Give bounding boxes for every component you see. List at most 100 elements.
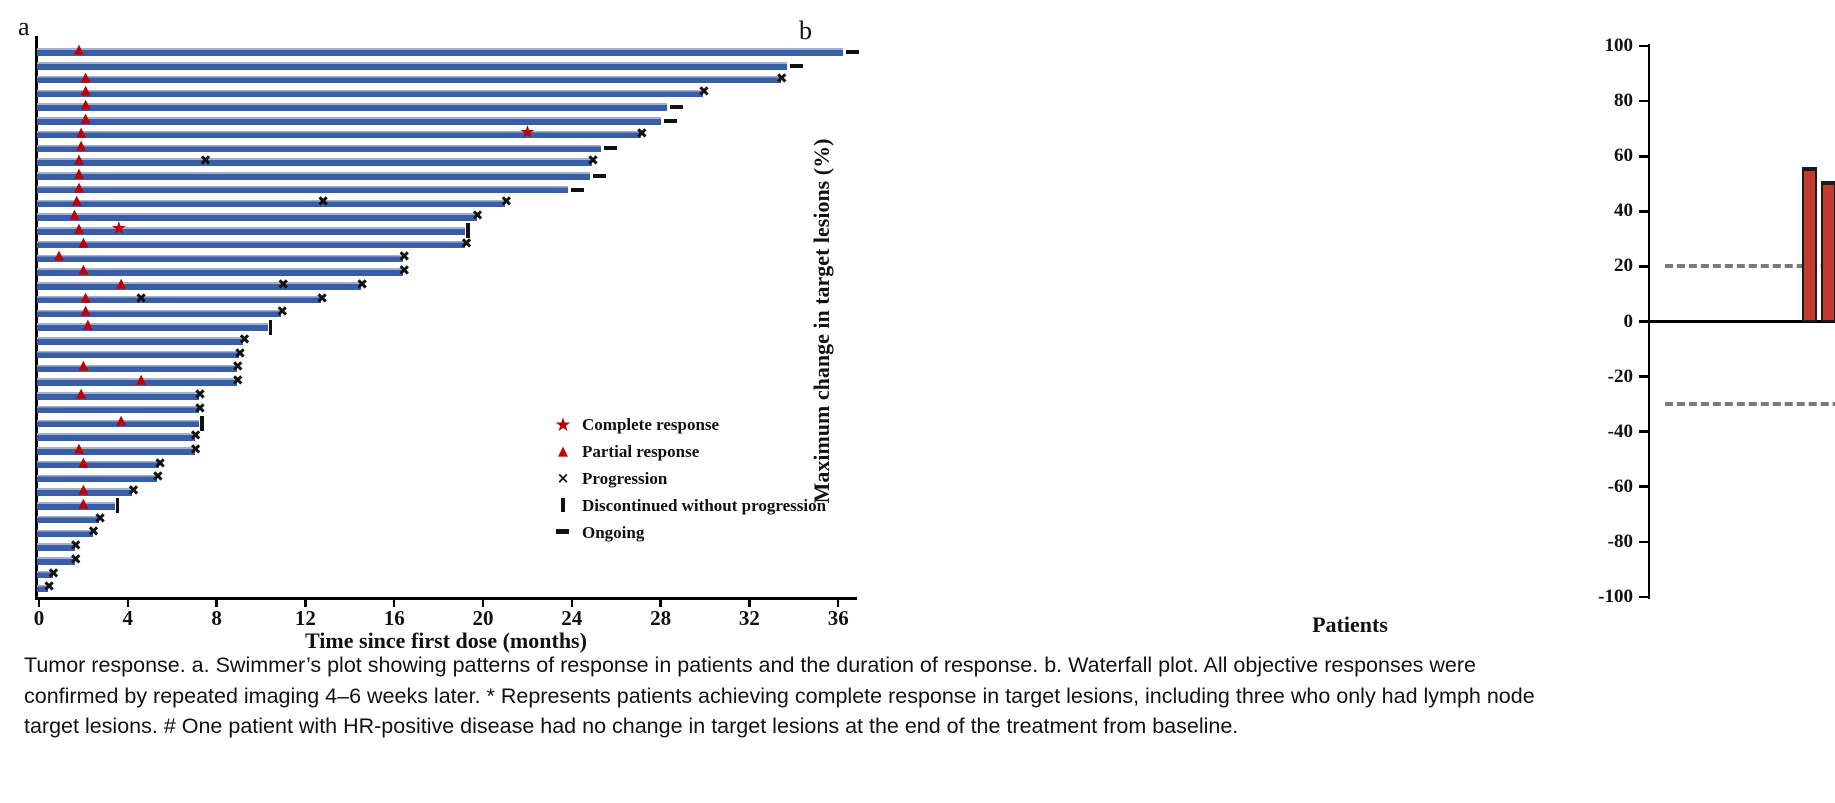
legend-triangle-icon: ▲ bbox=[558, 444, 568, 459]
partial-response-marker: ▲ bbox=[71, 193, 82, 209]
waterfall-y-tick-label: -100 bbox=[1598, 585, 1633, 607]
discontinued-marker bbox=[466, 223, 470, 239]
swimmer-x-tick-label: 24 bbox=[561, 606, 583, 630]
progression-marker: ✖ bbox=[189, 441, 202, 458]
swimmer-bar bbox=[37, 240, 466, 249]
partial-response-marker: ▲ bbox=[78, 454, 89, 470]
progression-marker: ✖ bbox=[194, 400, 206, 417]
panel-a-label: a bbox=[18, 12, 30, 41]
swimmer-bar bbox=[37, 378, 237, 386]
partial-response-marker: ▲ bbox=[116, 413, 127, 429]
ongoing-marker bbox=[570, 187, 584, 192]
progression-marker: ✖ bbox=[238, 331, 251, 348]
swimmer-bar bbox=[37, 185, 568, 194]
progression-marker: ✖ bbox=[356, 276, 368, 293]
waterfall-zero-line bbox=[1650, 320, 1835, 323]
progression-marker: ✖ bbox=[127, 483, 140, 499]
panel-b-label: b bbox=[799, 16, 812, 45]
swimmer-bar bbox=[37, 350, 240, 359]
progression-marker: ✖ bbox=[231, 359, 244, 376]
progression-marker: ✖ bbox=[698, 84, 710, 101]
swimmer-x-tick-label: 36 bbox=[827, 606, 849, 630]
waterfall-y-tick bbox=[1639, 595, 1648, 599]
progression-marker: ✖ bbox=[234, 345, 246, 362]
swimmer-x-tick-label: 0 bbox=[33, 606, 45, 630]
progression-marker: ✖ bbox=[587, 153, 599, 169]
swimmer-bar bbox=[37, 447, 195, 455]
swimmer-x-tick-label: 32 bbox=[738, 606, 760, 630]
waterfall-y-tick-label: -20 bbox=[1607, 365, 1633, 387]
progression-marker: ✖ bbox=[471, 208, 484, 224]
progression-marker: ✖ bbox=[398, 263, 411, 279]
waterfall-y-tick bbox=[1639, 375, 1648, 378]
swimmer-bar bbox=[37, 515, 100, 524]
reference-line bbox=[1665, 402, 1835, 407]
ongoing-marker bbox=[603, 146, 617, 151]
swimmer-x-tick bbox=[215, 599, 218, 607]
waterfall-y-tick-label: 60 bbox=[1614, 145, 1633, 167]
legend-ongoing-icon bbox=[556, 529, 569, 534]
swimmer-bar bbox=[37, 570, 53, 579]
swimmer-bar bbox=[37, 254, 404, 262]
swimmer-bar bbox=[37, 543, 75, 551]
waterfall-y-axis bbox=[1647, 44, 1650, 599]
progression-marker: ✖ bbox=[317, 194, 330, 211]
partial-response-marker: ▲ bbox=[78, 234, 89, 250]
progression-marker: ✖ bbox=[775, 70, 788, 87]
waterfall-y-tick bbox=[1639, 44, 1648, 48]
figure-caption: Tumor response. a. Swimmer’s plot showin… bbox=[24, 653, 1535, 739]
swimmer-bar bbox=[37, 529, 93, 537]
waterfall-y-tick-label: 40 bbox=[1614, 200, 1633, 222]
partial-response-marker: ▲ bbox=[78, 495, 89, 511]
waterfall-y-tick bbox=[1639, 210, 1648, 213]
waterfall-y-tick-label: -80 bbox=[1607, 530, 1633, 552]
legend-item-label: Complete response bbox=[582, 415, 720, 434]
progression-marker: ✖ bbox=[135, 290, 147, 307]
progression-marker: ✖ bbox=[69, 538, 82, 554]
progression-marker: ✖ bbox=[398, 249, 411, 266]
swimmer-x-tick-label: 28 bbox=[650, 606, 672, 630]
swimmer-bar bbox=[37, 75, 781, 84]
swimmer-bar bbox=[37, 309, 282, 317]
partial-response-marker: ▲ bbox=[116, 275, 127, 291]
partial-response-marker: ▲ bbox=[76, 138, 87, 154]
progression-marker: ✖ bbox=[194, 386, 206, 403]
waterfall-y-tick-label: -40 bbox=[1607, 420, 1633, 442]
swimmer-bar bbox=[37, 337, 244, 345]
waterfall-y-tick bbox=[1639, 540, 1648, 544]
progression-marker: ✖ bbox=[94, 510, 107, 527]
swimmer-bar bbox=[37, 488, 133, 496]
swimmer-plot: 0 4 8 12 16 20 24 28 32 36 ▲ ▲ ✖ ▲ ✖ ▲ ▲ ▲ ★ ✖ ▲ ▲ ✖ ✖ ▲ ▲ ▲ ✖ ✖ ▲ ✖ ▲ ★… bbox=[0, 0, 870, 660]
partial-response-marker: ▲ bbox=[136, 372, 147, 387]
waterfall-y-tick bbox=[1639, 430, 1648, 433]
swimmer-x-tick-label: 12 bbox=[294, 606, 316, 630]
waterfall-y-tick bbox=[1639, 320, 1648, 323]
swimmer-x-tick bbox=[126, 599, 130, 607]
complete-response-marker: ★ bbox=[110, 217, 127, 239]
waterfall-y-axis-title: Maximum change in target lesions (%) bbox=[809, 138, 834, 504]
waterfall-y-tick-label: 0 bbox=[1623, 310, 1634, 332]
partial-response-marker: ▲ bbox=[78, 358, 89, 374]
waterfall-bar bbox=[1801, 167, 1817, 323]
ongoing-marker bbox=[663, 118, 677, 123]
swimmer-x-tick-label: 16 bbox=[383, 606, 405, 630]
waterfall-y-tick-label: 100 bbox=[1604, 35, 1634, 57]
legend-item-label: Discontinued without progression bbox=[582, 496, 827, 515]
swimmer-bar bbox=[37, 89, 703, 97]
swimmer-bar bbox=[37, 130, 641, 139]
ongoing-marker bbox=[845, 50, 859, 54]
progression-marker: ✖ bbox=[47, 565, 60, 582]
partial-response-marker: ▲ bbox=[82, 317, 93, 332]
progression-marker: ✖ bbox=[635, 125, 648, 142]
partial-response-marker: ▲ bbox=[80, 69, 91, 85]
partial-response-marker: ▲ bbox=[73, 165, 84, 181]
swimmer-bar bbox=[37, 323, 268, 331]
swimmer-x-tick bbox=[570, 599, 574, 607]
swimmer-bar bbox=[37, 405, 200, 414]
partial-response-marker: ▲ bbox=[73, 152, 84, 167]
partial-response-marker: ▲ bbox=[80, 110, 91, 126]
progression-marker: ✖ bbox=[154, 455, 166, 472]
progression-marker: ✖ bbox=[316, 290, 329, 307]
